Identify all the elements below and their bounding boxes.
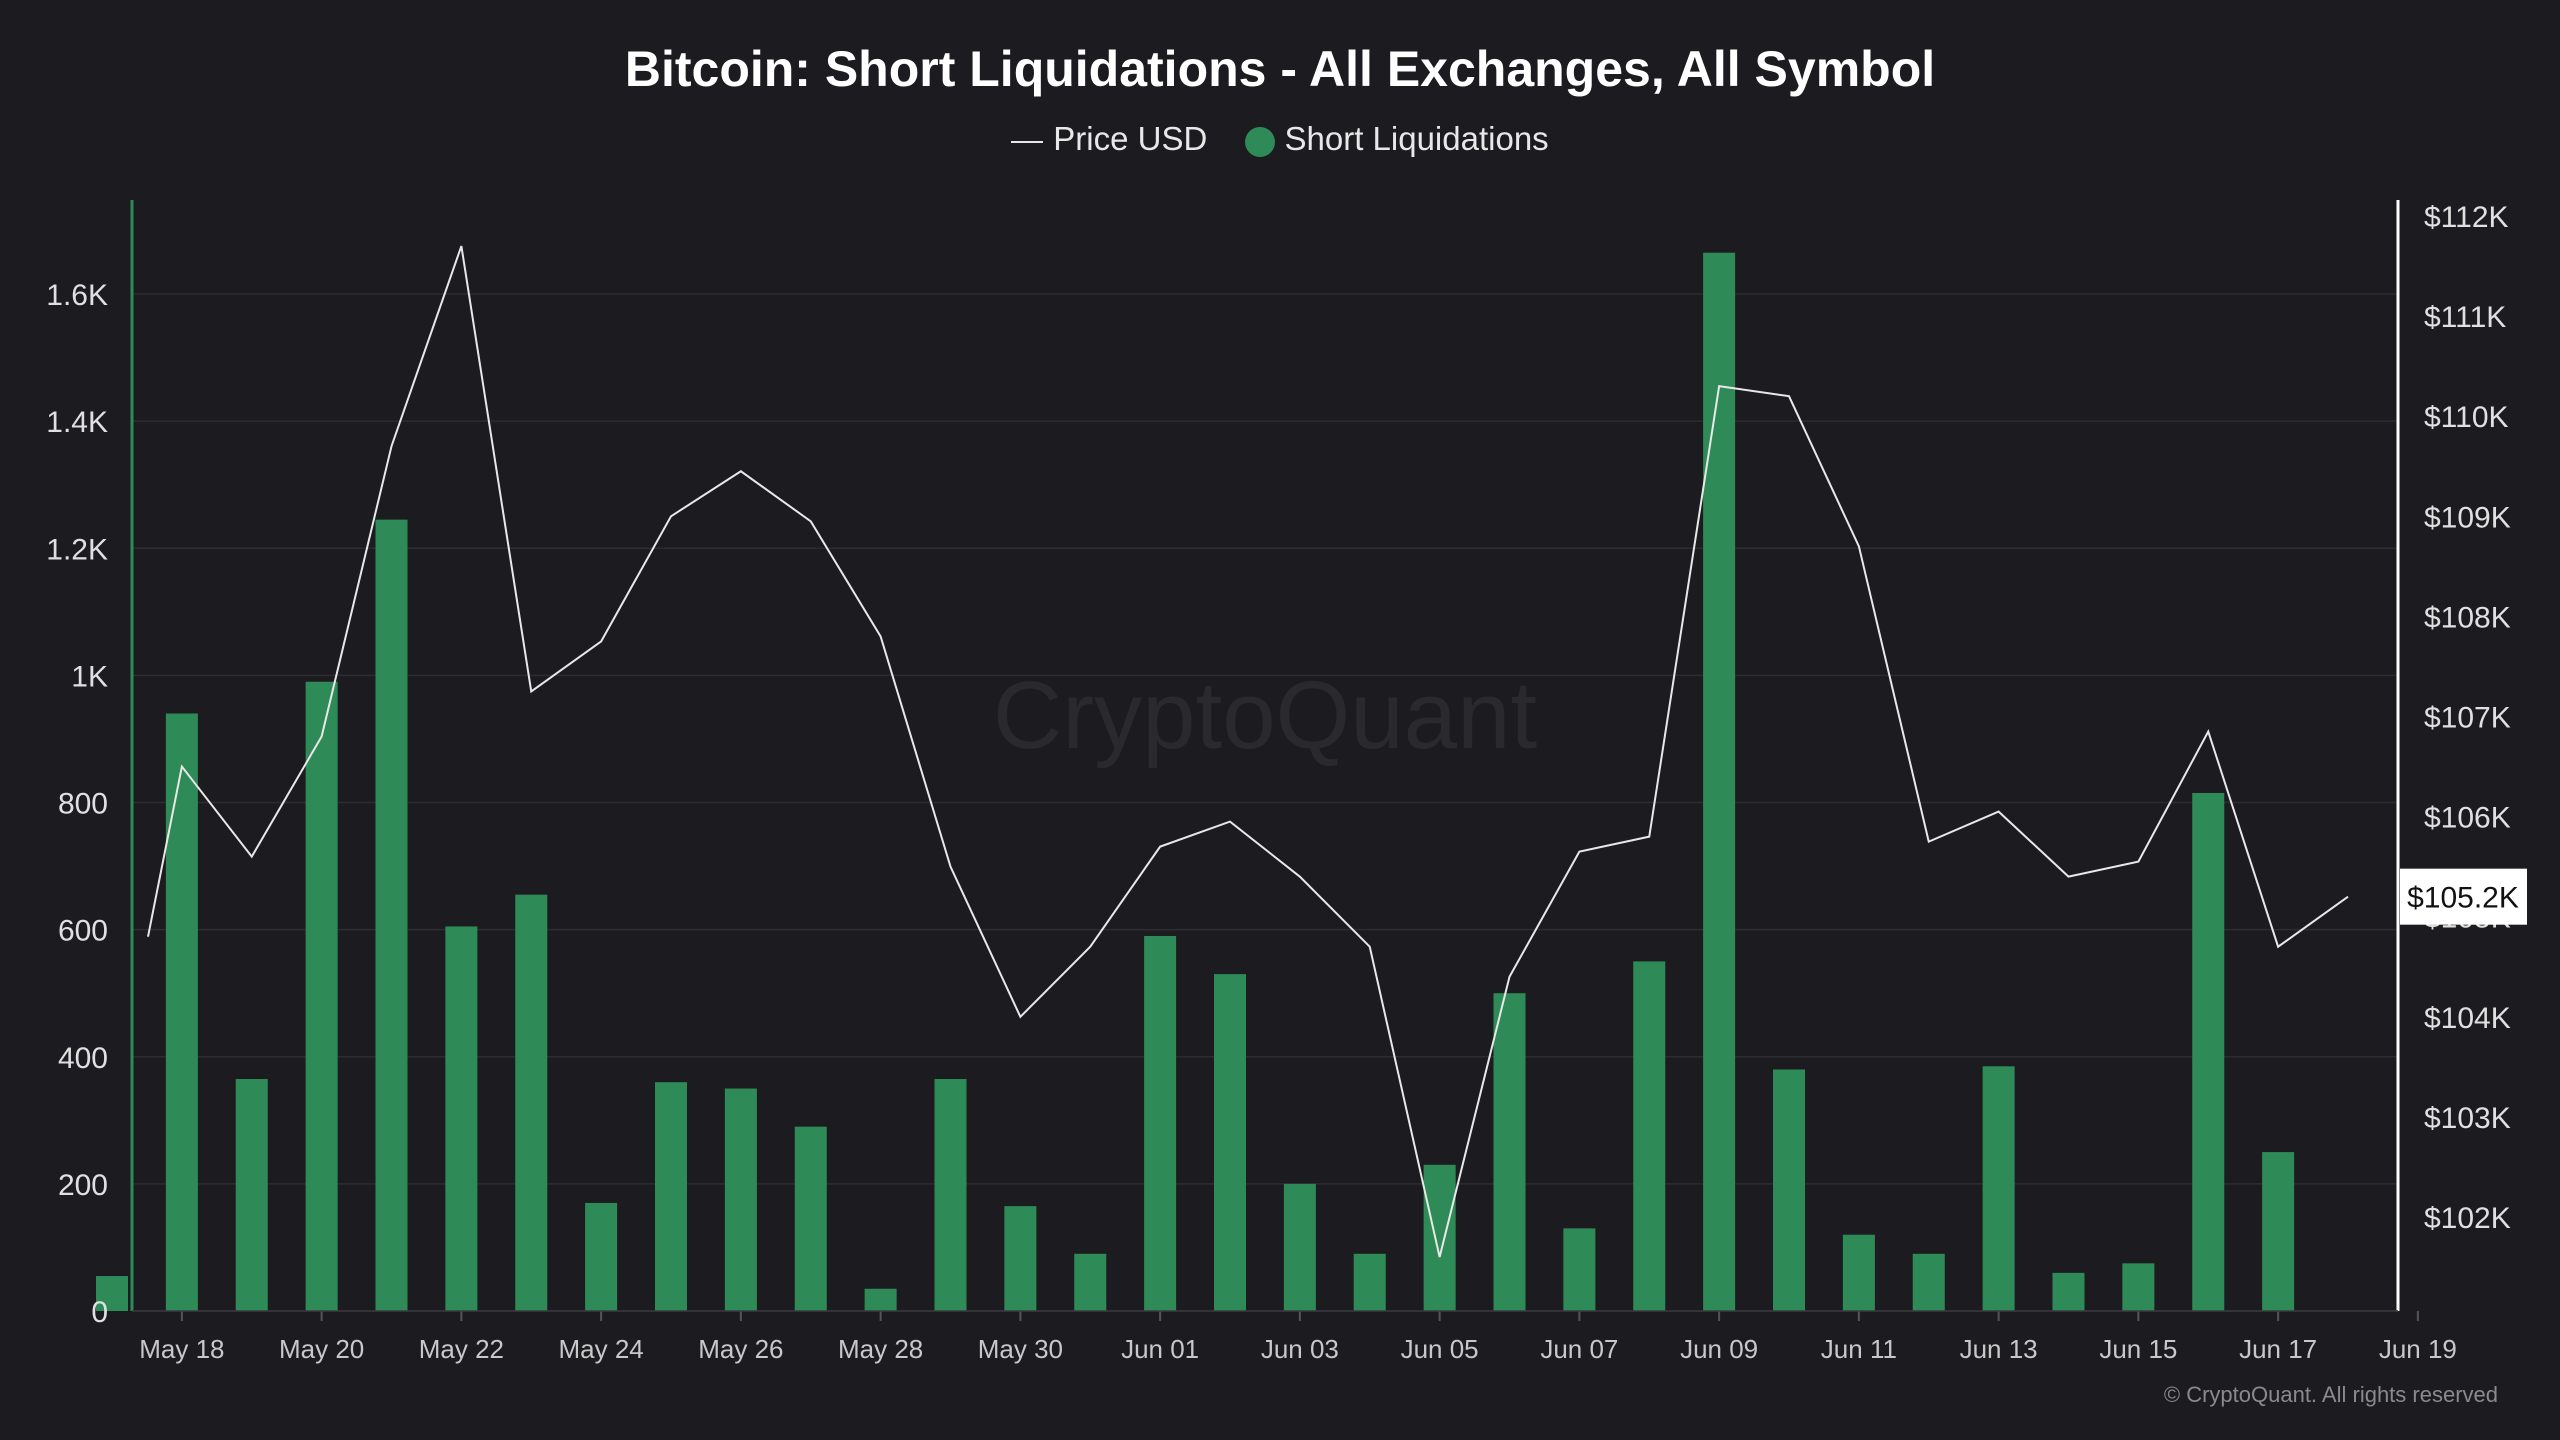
y-right-tick-label: $106K — [2424, 802, 2511, 835]
liquidation-bar — [305, 681, 338, 1311]
chart-title: Bitcoin: Short Liquidations - All Exchan… — [624, 41, 1936, 97]
liquidation-bar — [445, 926, 478, 1311]
x-tick-label: Jun 09 — [1680, 1334, 1758, 1364]
liquidation-bar — [864, 1288, 897, 1311]
watermark: CryptoQuant — [993, 662, 1537, 769]
x-tick-label: Jun 13 — [1960, 1334, 2038, 1364]
y-right-tick-label: $112K — [2424, 201, 2509, 234]
liquidation-bar — [1493, 993, 1526, 1311]
legend-label-price: Price USD — [1053, 120, 1208, 158]
x-tick-label: Jun 19 — [2379, 1334, 2457, 1364]
y-left-tick-label: 1K — [71, 660, 108, 693]
x-tick-label: Jun 07 — [1540, 1334, 1618, 1364]
liquidation-bar — [724, 1088, 757, 1311]
liquidation-bar — [934, 1078, 967, 1311]
liquidation-bar — [1563, 1228, 1596, 1311]
liquidation-bar — [375, 519, 408, 1311]
y-left-tick-label: 200 — [58, 1169, 108, 1202]
legend-dot-icon — [1244, 126, 1275, 157]
y-left-tick-label: 400 — [58, 1042, 108, 1075]
liquidation-bar — [1004, 1206, 1037, 1311]
y-right-tick-label: $110K — [2424, 401, 2509, 434]
liquidation-bar — [96, 1276, 128, 1311]
x-tick-label: May 18 — [139, 1334, 224, 1364]
x-tick-label: May 26 — [698, 1334, 783, 1364]
y-left-tick-label: 800 — [58, 788, 108, 821]
liquidation-bar — [235, 1078, 268, 1311]
liquidation-bar — [585, 1202, 618, 1311]
liquidation-bar — [2122, 1263, 2155, 1311]
y-right-tick-label: $111K — [2424, 301, 2506, 334]
x-tick-label: May 30 — [978, 1334, 1063, 1364]
legend-item-price[interactable]: Price USD — [1011, 120, 1207, 158]
y-right-tick-label: $102K — [2424, 1202, 2511, 1235]
liquidation-bar — [1982, 1066, 2015, 1311]
y-left-tick-label: 0 — [91, 1296, 108, 1329]
liquidation-bar — [1283, 1183, 1316, 1311]
liquidation-bar — [2052, 1272, 2085, 1311]
liquidation-bar — [1703, 252, 1736, 1312]
x-tick-label: Jun 17 — [2239, 1334, 2317, 1364]
x-tick-label: May 28 — [838, 1334, 923, 1364]
liquidation-bar — [655, 1082, 687, 1311]
price-line — [147, 245, 2349, 1258]
liquidation-bar — [1144, 935, 1177, 1311]
x-tick-label: Jun 01 — [1121, 1334, 1199, 1364]
legend-item-liquidations[interactable]: Short Liquidations — [1244, 120, 1549, 158]
x-tick-label: May 22 — [419, 1334, 504, 1364]
y-right-tick-label: $109K — [2424, 501, 2511, 534]
liquidation-bar — [2262, 1152, 2295, 1311]
liquidation-bar — [1423, 1164, 1456, 1311]
liquidation-bar — [1353, 1253, 1386, 1311]
x-tick-label: May 20 — [279, 1334, 364, 1364]
liquidation-bar — [2192, 792, 2225, 1311]
y-left-tick-label: 1.4K — [46, 406, 108, 439]
y-left-tick-label: 1.6K — [46, 279, 108, 312]
y-right-tick-label: $103K — [2424, 1102, 2511, 1135]
x-tick-label: Jun 03 — [1261, 1334, 1339, 1364]
copyright-text: © CryptoQuant. All rights reserved — [2163, 1382, 2498, 1407]
liquidation-bar — [1842, 1234, 1875, 1311]
liquidation-bar — [1773, 1069, 1805, 1311]
liquidation-bar — [165, 713, 198, 1311]
legend-label-liquidations: Short Liquidations — [1284, 120, 1549, 158]
liquidation-bar — [1214, 974, 1246, 1311]
y-right-tick-label: $108K — [2424, 601, 2511, 634]
x-tick-label: Jun 11 — [1821, 1334, 1897, 1364]
y-right-tick-label: $107K — [2424, 702, 2511, 735]
x-tick-label: Jun 15 — [2099, 1334, 2177, 1364]
x-tick-label: May 24 — [558, 1334, 643, 1364]
y-right-tick-label: $104K — [2424, 1002, 2511, 1035]
liquidation-bar — [1074, 1253, 1107, 1311]
y-left-tick-label: 1.2K — [46, 533, 108, 566]
liquidation-bar — [1633, 961, 1666, 1311]
current-price-tag — [2400, 868, 2527, 925]
legend: Price USD Short Liquidations — [0, 118, 2560, 158]
current-price-label: $105.2K — [2407, 882, 2519, 915]
x-tick-label: Jun 05 — [1401, 1334, 1479, 1364]
liquidation-bar — [794, 1126, 827, 1311]
liquidation-bar — [1912, 1253, 1945, 1311]
legend-line-icon — [1011, 140, 1044, 143]
liquidation-bar — [515, 894, 548, 1311]
y-left-tick-label: 600 — [58, 915, 108, 948]
